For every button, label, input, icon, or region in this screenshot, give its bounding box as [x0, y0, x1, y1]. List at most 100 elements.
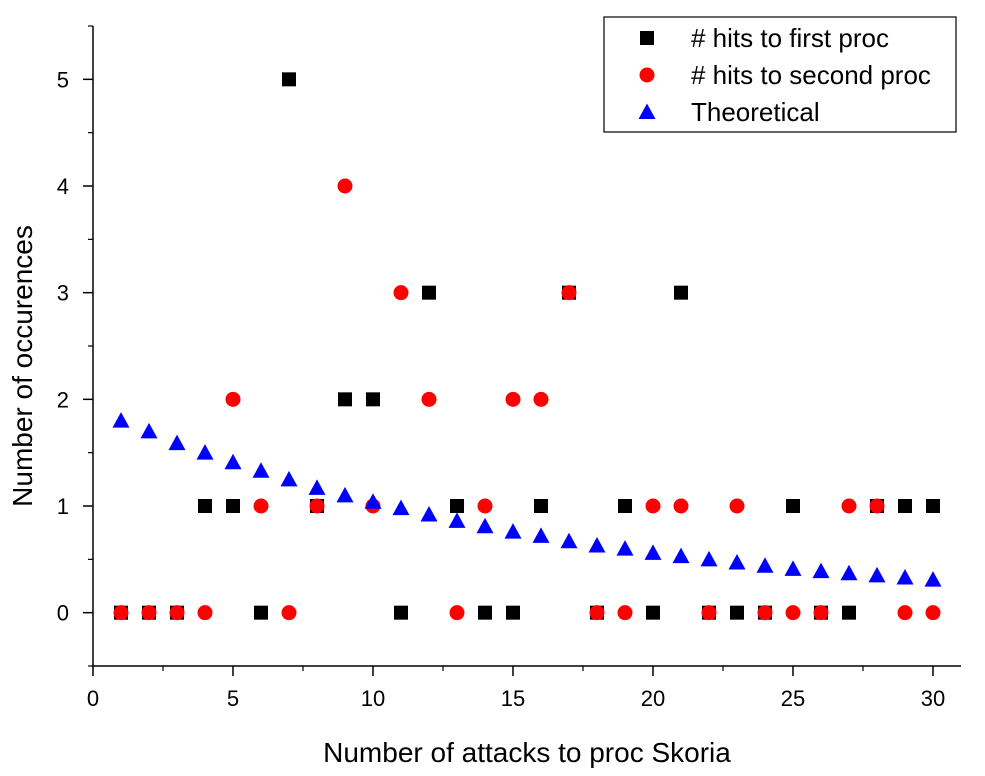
point-theoretical: [196, 444, 214, 460]
point-first-proc: [646, 605, 660, 620]
point-first-proc: [422, 285, 436, 300]
point-theoretical: [588, 536, 606, 553]
x-tick-label: 30: [921, 686, 945, 711]
point-second-proc: [197, 605, 213, 621]
x-tick-label: 15: [501, 686, 525, 711]
point-second-proc: [785, 605, 801, 621]
point-theoretical: [560, 532, 578, 549]
point-second-proc: [589, 605, 605, 621]
point-second-proc: [169, 605, 185, 621]
point-first-proc: [674, 285, 688, 300]
point-first-proc: [926, 499, 940, 513]
y-tick-label: 0: [57, 601, 69, 626]
point-first-proc: [618, 499, 632, 513]
point-first-proc: [226, 499, 240, 513]
y-tick-label: 3: [57, 281, 69, 306]
point-second-proc: [617, 605, 633, 621]
point-first-proc: [198, 499, 212, 513]
point-first-proc: [282, 72, 296, 87]
point-second-proc: [869, 498, 885, 514]
point-second-proc: [897, 605, 913, 621]
point-second-proc: [841, 498, 857, 514]
point-theoretical: [364, 493, 382, 509]
x-tick-label: 5: [227, 686, 239, 711]
point-theoretical: [812, 562, 830, 579]
legend-marker-theoretical: [638, 103, 656, 119]
point-theoretical: [336, 486, 354, 503]
point-second-proc: [925, 605, 941, 621]
point-theoretical: [840, 564, 858, 581]
y-tick-label: 5: [57, 67, 69, 92]
point-theoretical: [224, 453, 242, 470]
point-theoretical: [420, 506, 438, 522]
point-second-proc: [701, 605, 717, 621]
point-second-proc: [225, 391, 241, 407]
point-first-proc: [450, 499, 464, 513]
legend-marker-second-proc: [639, 67, 655, 83]
point-first-proc: [478, 605, 492, 620]
point-second-proc: [505, 391, 521, 407]
point-second-proc: [393, 285, 409, 301]
legend-marker-first-proc: [640, 31, 654, 45]
point-first-proc: [730, 605, 744, 620]
y-axis-title: Number of occurences: [7, 225, 38, 507]
point-first-proc: [394, 605, 408, 620]
point-first-proc: [506, 605, 520, 620]
x-tick-label: 0: [87, 686, 99, 711]
point-theoretical: [448, 512, 466, 528]
point-second-proc: [281, 605, 297, 621]
point-first-proc: [534, 499, 548, 513]
point-theoretical: [616, 540, 634, 556]
point-theoretical: [308, 479, 326, 495]
point-first-proc: [786, 499, 800, 513]
point-second-proc: [141, 605, 157, 621]
legend-box: [603, 16, 957, 133]
point-second-proc: [561, 285, 577, 301]
point-second-proc: [309, 498, 325, 514]
tick-labels: 0 5 10 15 20 25 30 0 1 2 3 4 5: [57, 67, 945, 711]
point-theoretical: [392, 499, 410, 516]
point-theoretical: [728, 554, 746, 570]
point-first-proc: [842, 605, 856, 620]
point-second-proc: [533, 391, 549, 407]
point-second-proc: [813, 605, 829, 621]
point-second-proc: [673, 498, 689, 514]
x-tick-label: 25: [781, 686, 805, 711]
point-theoretical: [476, 517, 494, 534]
point-second-proc: [421, 391, 437, 407]
point-first-proc: [338, 392, 352, 407]
ticks: [83, 25, 934, 676]
point-second-proc: [645, 498, 661, 514]
point-second-proc: [113, 605, 129, 621]
point-first-proc: [254, 605, 268, 620]
point-theoretical: [756, 557, 774, 573]
point-first-proc: [898, 499, 912, 513]
legend-label-theoretical: Theoretical: [691, 97, 820, 127]
point-second-proc: [757, 605, 773, 621]
point-theoretical: [504, 523, 522, 539]
point-second-proc: [477, 498, 493, 514]
point-theoretical: [252, 462, 270, 478]
point-theoretical: [280, 470, 298, 487]
y-tick-label: 4: [57, 174, 69, 199]
point-theoretical: [896, 568, 914, 585]
legend-label-second-proc: # hits to second proc: [691, 60, 931, 90]
point-theoretical: [644, 544, 662, 560]
legend-label-first-proc: # hits to first proc: [691, 23, 889, 53]
point-second-proc: [729, 498, 745, 514]
point-second-proc: [253, 498, 269, 514]
x-axis-title: Number of attacks to proc Skoria: [323, 737, 731, 768]
y-tick-label: 1: [57, 494, 69, 519]
point-theoretical: [784, 560, 802, 576]
x-tick-label: 10: [361, 686, 385, 711]
data-markers: [112, 72, 942, 621]
point-theoretical: [672, 547, 690, 564]
point-second-proc: [449, 605, 465, 621]
point-theoretical: [532, 527, 550, 543]
point-theoretical: [868, 566, 886, 583]
point-second-proc: [337, 178, 353, 194]
point-theoretical: [112, 412, 130, 428]
point-theoretical: [700, 550, 718, 567]
point-theoretical: [168, 434, 186, 451]
legend: # hits to first proc # hits to second pro…: [603, 16, 957, 133]
